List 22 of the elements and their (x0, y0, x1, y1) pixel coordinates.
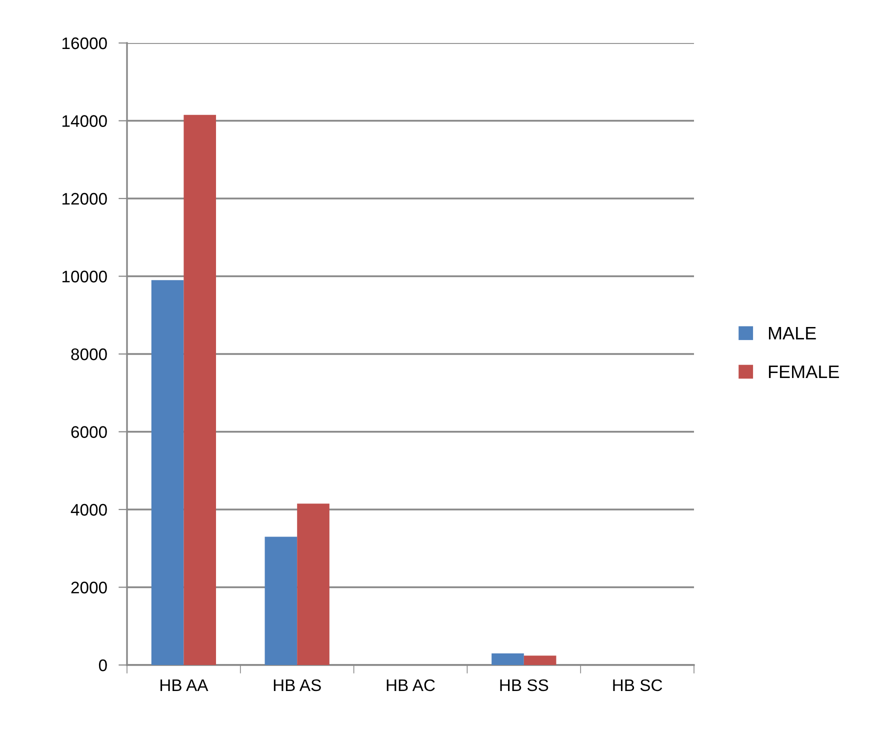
y-tick-label: 4000 (70, 504, 107, 516)
bar (184, 114, 216, 665)
y-tick-label: 12000 (62, 192, 107, 205)
bar (524, 656, 556, 665)
x-tick-label: HB SS (500, 679, 548, 692)
y-tick-label: 8000 (71, 348, 107, 360)
bar (297, 504, 330, 665)
bar (151, 280, 184, 665)
x-tick-label: HB AS (274, 679, 321, 692)
bar (492, 653, 524, 665)
x-tick-label: HB SC (613, 679, 662, 692)
legend-label: FEMALE (768, 366, 839, 378)
bar (264, 536, 298, 665)
y-tick-label: 0 (98, 659, 107, 672)
x-tick-label: HB AA (160, 680, 208, 691)
x-tick-label: HB AC (386, 679, 435, 692)
legend-label: MALE (768, 327, 816, 340)
y-tick-label: 2000 (71, 582, 107, 594)
y-tick-label: 16000 (62, 37, 107, 50)
y-tick-label: 6000 (71, 426, 107, 438)
y-tick-label: 14000 (62, 115, 107, 127)
y-tick-label: 10000 (62, 270, 107, 282)
